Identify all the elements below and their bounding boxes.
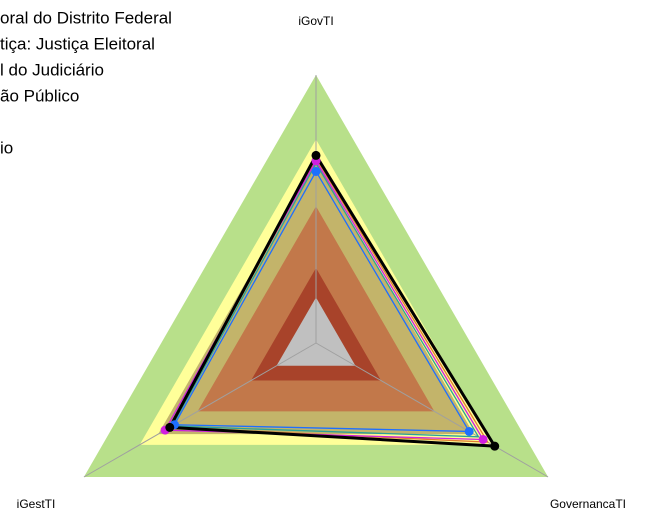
series-line bbox=[171, 162, 480, 438]
series-marker bbox=[478, 434, 488, 444]
legend-entry: oral do Distrito Federal bbox=[0, 8, 172, 27]
legend-entry: l do Judiciário bbox=[0, 60, 104, 79]
axis-label: iGestTI bbox=[17, 497, 56, 511]
series-line bbox=[173, 170, 470, 433]
axis-label: GovernancaTI bbox=[550, 497, 626, 511]
series-marker bbox=[311, 150, 321, 160]
axis-line bbox=[83, 342, 317, 478]
axis-label: iGovTI bbox=[298, 14, 333, 28]
axis-line bbox=[315, 342, 549, 478]
legend-entry: tiça: Justiça Eleitoral bbox=[0, 34, 155, 53]
series-marker bbox=[311, 166, 321, 176]
series-marker bbox=[165, 422, 175, 432]
series-line bbox=[168, 153, 497, 448]
series-marker bbox=[490, 441, 500, 451]
legend-entry: io bbox=[0, 138, 13, 157]
legend-entry: ão Público bbox=[0, 86, 79, 105]
series-marker bbox=[464, 426, 474, 436]
